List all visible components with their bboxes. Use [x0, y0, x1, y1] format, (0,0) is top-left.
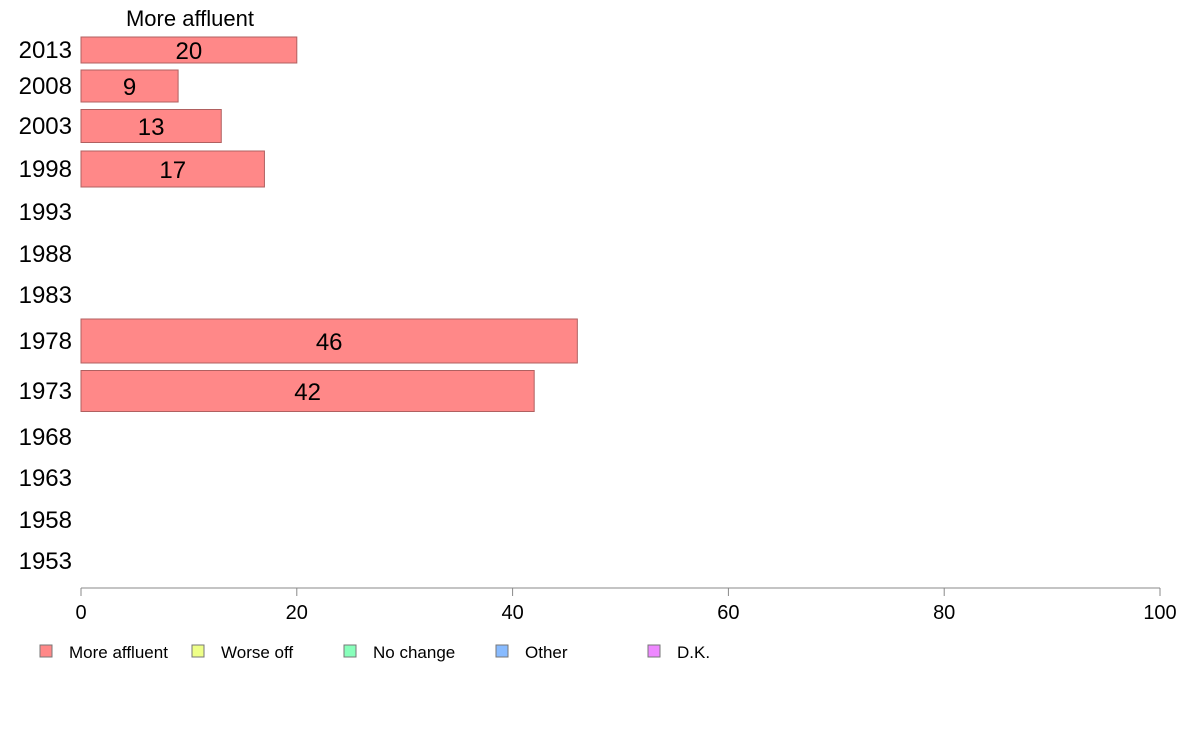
y-tick-label: 1958	[19, 507, 72, 534]
x-tick-label: 40	[501, 602, 523, 624]
x-tick-label: 80	[933, 602, 955, 624]
bar	[80, 36, 298, 64]
chart-title: More affluent	[126, 6, 254, 31]
legend: More affluent Worse off No change Other D.K.	[39, 643, 710, 662]
y-tick-label: 2003	[19, 113, 72, 140]
legend-label: Worse off	[221, 643, 293, 662]
legend-label: Other	[525, 643, 568, 662]
y-tick-label: 1993	[19, 199, 72, 226]
bar	[80, 69, 179, 103]
bar	[80, 370, 535, 412]
bar-value-label: 46	[316, 329, 343, 356]
y-tick-label: 1978	[19, 328, 72, 355]
y-tick-label: 1983	[19, 282, 72, 309]
y-tick-label: 1988	[19, 241, 72, 268]
bars: 20 913 17 46 42	[80, 36, 578, 412]
bar	[80, 318, 578, 364]
legend-swatch	[191, 644, 205, 658]
y-tick-label: 2013	[19, 37, 72, 64]
y-tick-label: 1963	[19, 465, 72, 492]
legend-swatch	[495, 644, 509, 658]
legend-swatch	[39, 644, 53, 658]
bar-value-label: 9	[123, 74, 136, 101]
bar-value-label: 13	[138, 114, 165, 141]
legend-swatch	[647, 644, 661, 658]
y-tick-label: 1973	[19, 378, 72, 405]
y-tick-label: 1968	[19, 424, 72, 451]
x-axis: 0 20 40 60 80 100	[75, 587, 1177, 624]
bar-value-label: 17	[159, 157, 186, 184]
y-tick-label: 2008	[19, 73, 72, 100]
legend-label: More affluent	[69, 643, 168, 662]
y-axis-labels: 2013 2008 2003 1998 1993 1988 1983 1978 1973 1968…	[19, 37, 72, 575]
legend-swatch	[343, 644, 357, 658]
legend-label: No change	[373, 643, 455, 662]
x-tick-label: 100	[1143, 602, 1176, 624]
legend-label: D.K.	[677, 643, 710, 662]
x-tick-label: 60	[717, 602, 739, 624]
x-tick-label: 20	[286, 602, 308, 624]
bar	[80, 150, 265, 188]
x-tick-label: 0	[75, 602, 86, 624]
bar-value-label: 20	[176, 38, 203, 65]
bar-value-label: 42	[294, 379, 321, 406]
bar	[80, 109, 222, 143]
y-tick-label: 1998	[19, 156, 72, 183]
y-tick-label: 1953	[19, 548, 72, 575]
